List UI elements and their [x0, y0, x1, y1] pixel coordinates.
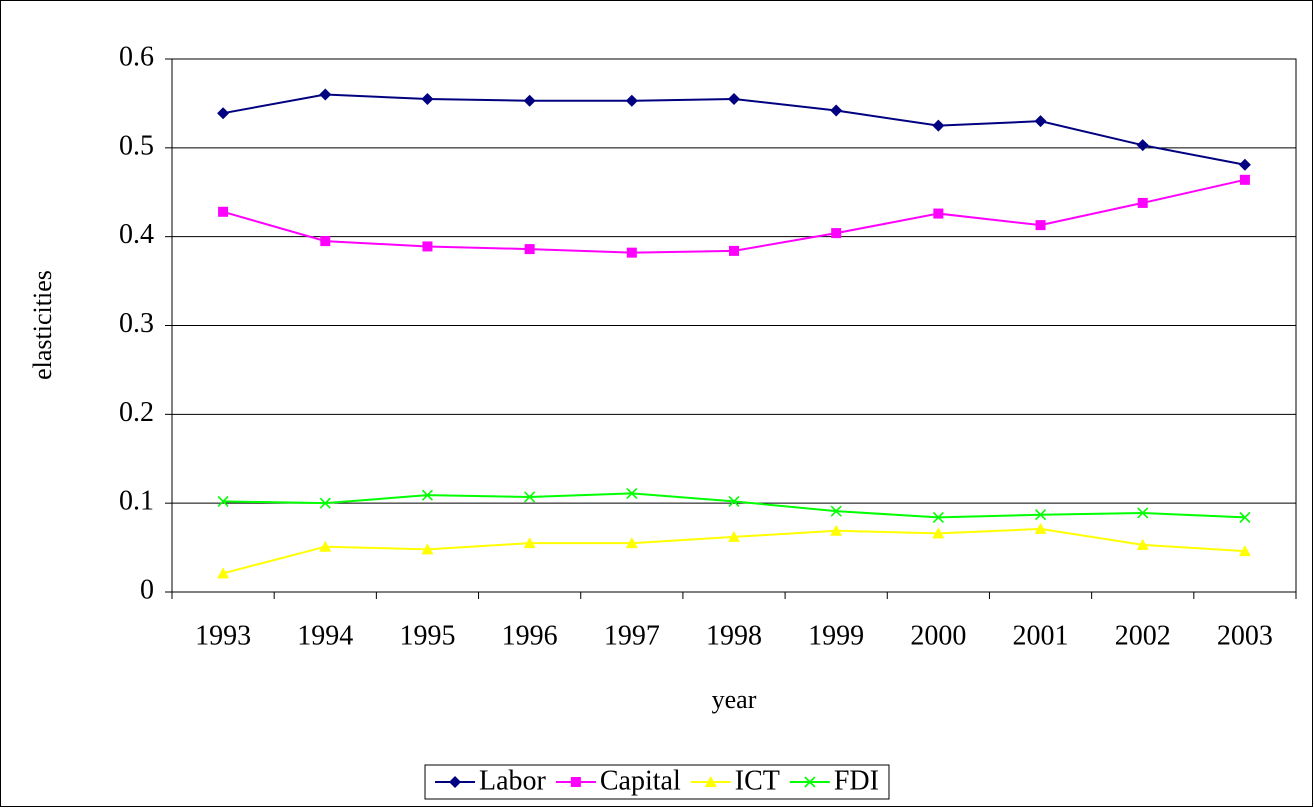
data-point: [422, 241, 433, 252]
plot-border: [171, 58, 1297, 593]
data-point: [523, 537, 536, 549]
data-point: [625, 537, 638, 549]
y-tick-label: 0.4: [119, 219, 154, 250]
data-point: [1239, 174, 1250, 185]
legend-item: FDI: [789, 765, 879, 796]
data-point: [932, 119, 945, 132]
data-point: [1137, 197, 1148, 208]
x-tick-label: 1997: [604, 620, 660, 651]
data-point: [319, 88, 332, 101]
data-point: [218, 206, 229, 217]
data-point: [217, 495, 229, 507]
data-point: [831, 228, 842, 239]
x-tick-label: 2003: [1217, 620, 1273, 651]
legend-label: Labor: [479, 765, 547, 796]
data-point: [728, 530, 740, 542]
data-point: [626, 487, 638, 499]
x-tick-label: 1998: [706, 620, 762, 651]
legend-label: FDI: [834, 765, 879, 796]
data-point: [1137, 507, 1149, 519]
data-point: [1034, 115, 1047, 128]
x-tick-label: 1999: [808, 620, 864, 651]
data-point: [933, 208, 944, 219]
data-point: [830, 524, 843, 536]
data-point: [1034, 522, 1047, 534]
legend-item: ICT: [690, 765, 780, 796]
x-tick-label: 1996: [502, 620, 558, 651]
data-point: [1238, 545, 1251, 557]
y-tick-label: 0.5: [119, 130, 154, 161]
data-point: [217, 567, 230, 579]
data-point: [728, 495, 740, 507]
data-point: [625, 94, 638, 107]
x-tick-label: 2001: [1013, 620, 1069, 651]
x-tick-label: 1993: [195, 620, 251, 651]
legend: Labor Capital ICT FDI: [424, 764, 890, 800]
data-point: [932, 527, 945, 539]
data-point: [524, 491, 536, 503]
legend-label: Capital: [600, 765, 681, 796]
data-point: [217, 107, 230, 120]
x-tick-label: 2000: [910, 620, 966, 651]
data-point: [421, 543, 434, 555]
data-point: [729, 245, 739, 256]
data-point: [1035, 220, 1046, 231]
y-tick-label: 0: [140, 574, 154, 605]
legend-label: ICT: [735, 765, 780, 796]
legend-item: Labor: [435, 765, 547, 796]
data-point: [320, 236, 331, 247]
x-tick-label: 1995: [399, 620, 455, 651]
data-point: [319, 497, 331, 509]
data-point: [1239, 511, 1251, 523]
data-point: [830, 104, 843, 117]
x-tick-label: 2002: [1115, 620, 1171, 651]
data-point: [524, 244, 535, 255]
x-tick-label: 1994: [297, 620, 353, 651]
data-point: [319, 540, 332, 552]
legend-item: Capital: [555, 765, 681, 796]
data-point: [523, 94, 536, 107]
legend-marker: [449, 776, 462, 788]
data-point: [830, 505, 842, 517]
data-point: [1238, 158, 1251, 171]
data-point: [626, 247, 637, 258]
data-point: [932, 511, 944, 523]
y-tick-label: 0.1: [119, 486, 154, 517]
y-tick-label: 0.6: [119, 41, 154, 72]
data-point: [1136, 538, 1149, 550]
data-point: [421, 92, 434, 105]
legend-marker: [704, 776, 717, 787]
data-point: [1034, 509, 1047, 521]
x-axis-title: year: [712, 685, 757, 714]
data-point: [1136, 139, 1149, 152]
legend-marker: [570, 777, 581, 787]
legend-marker: [804, 776, 816, 788]
y-axis-title: elasticities: [28, 270, 57, 380]
data-point: [728, 92, 740, 105]
y-tick-label: 0.2: [119, 397, 154, 428]
data-point: [421, 489, 434, 501]
y-tick-label: 0.3: [119, 308, 154, 339]
